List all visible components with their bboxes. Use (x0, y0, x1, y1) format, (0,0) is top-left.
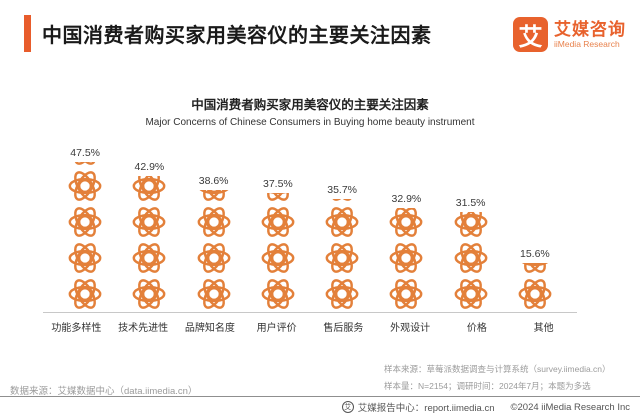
bar-column[interactable]: 15.6% (503, 134, 567, 312)
pictograph-bar (387, 208, 425, 312)
atom-flower-icon (331, 199, 354, 201)
atom-flower-icon (266, 193, 289, 201)
atom-flower-icon (132, 207, 166, 237)
pictograph-bar (195, 190, 233, 312)
atom-flower-icon (197, 207, 231, 237)
pictograph-bar (516, 263, 554, 312)
atom-flower-icon (261, 279, 295, 309)
atom-flower-icon (325, 279, 359, 309)
bar-value-label: 15.6% (519, 248, 550, 260)
copyright-text: ©2024 iiMedia Research Inc (510, 401, 630, 413)
accent-bar (24, 15, 31, 52)
atom-flower-icon (68, 279, 102, 309)
category-label: 外观设计 (390, 323, 431, 334)
atom-flower-icon (132, 279, 166, 309)
logo-name-cn: 艾媒咨询 (554, 20, 626, 39)
footer-divider (0, 396, 640, 397)
bar-column[interactable]: 32.9% (374, 134, 438, 312)
bar-column[interactable]: 42.9% (117, 134, 181, 312)
atom-flower-icon (68, 171, 102, 201)
bar-value-label: 32.9% (391, 193, 422, 205)
atom-flower-icon (454, 212, 488, 237)
atom-flower-icon (389, 279, 423, 309)
logo-name-en: iiMedia Research (554, 39, 620, 49)
atom-flower-icon (199, 190, 229, 201)
chart-title: 中国消费者购买家用美容仪的主要关注因素 (191, 98, 429, 112)
pictograph-bar (66, 162, 104, 312)
bar-value-label: 47.5% (70, 147, 101, 159)
bar-value-label: 38.6% (198, 175, 229, 187)
atom-flower-icon (68, 207, 102, 237)
bar-column[interactable]: 31.5% (439, 134, 503, 312)
atom-flower-icon (454, 243, 488, 273)
category-row: 功能多样性 技术先进性 品牌知名度 用户评价 售后服务 外观设计 价格 其他 (43, 312, 577, 334)
bar-value-label: 37.5% (262, 178, 293, 190)
category-label: 用户评价 (256, 323, 297, 334)
sample-info-note: 样本量：N=2154；调研时间：2024年7月；本题为多选 (384, 381, 591, 391)
atom-flower-icon (454, 279, 488, 309)
category-label: 功能多样性 (51, 323, 102, 334)
atom-flower-icon (197, 243, 231, 273)
sample-notes: 样本来源：草莓派数据调查与计算系统（survey.iimedia.cn） 样本量… (384, 361, 611, 395)
bar-column[interactable]: 35.7% (310, 134, 374, 312)
bar-column[interactable]: 38.6% (182, 134, 246, 312)
category-label: 其他 (533, 323, 554, 334)
bar-value-label: 35.7% (327, 184, 358, 196)
bar-column[interactable]: 47.5% (53, 134, 117, 312)
bar-value-label: 31.5% (455, 197, 486, 209)
bar-value-label: 42.9% (134, 161, 165, 173)
report-center-icon: 艾 (341, 401, 354, 413)
pictograph-bar (323, 199, 361, 312)
atom-flower-icon (389, 243, 423, 273)
page-title: 中国消费者购买家用美容仪的主要关注因素 (42, 25, 432, 47)
iimedia-logo-icon: 艾 (513, 17, 548, 52)
footer-bar: 艾 艾媒报告中心：report.iimedia.cn ©2024 iiMedia… (341, 400, 630, 414)
sample-source-note: 样本来源：草莓派数据调查与计算系统（survey.iimedia.cn） (384, 364, 611, 374)
atom-flower-icon (132, 176, 166, 201)
pictograph-bar (452, 212, 490, 312)
category-label: 价格 (466, 323, 487, 334)
category-label: 售后服务 (323, 323, 364, 334)
atom-flower-icon (74, 162, 97, 165)
atom-flower-icon (325, 207, 359, 237)
logo-text: 艾媒咨询 iiMedia Research (554, 20, 626, 49)
atom-flower-icon (261, 243, 295, 273)
plot: 47.5% 42.9% 38.6% 37.5% 35.7% 32.9% 31.5% 15.6% (53, 134, 567, 312)
category-label: 品牌知名度 (184, 323, 235, 334)
atom-flower-icon (261, 207, 295, 237)
atom-flower-icon (518, 279, 552, 309)
chart-subtitle: Major Concerns of Chinese Consumers in B… (145, 117, 475, 128)
report-center-link[interactable]: 艾媒报告中心：report.iimedia.cn (357, 403, 495, 414)
atom-flower-icon (197, 279, 231, 309)
atom-flower-icon (68, 243, 102, 273)
atom-flower-icon (325, 243, 359, 273)
header: 中国消费者购买家用美容仪的主要关注因素 (24, 15, 432, 52)
iimedia-logo: 艾 艾媒咨询 iiMedia Research (513, 17, 626, 52)
pictograph-bar (259, 193, 297, 312)
atom-flower-icon (132, 243, 166, 273)
data-source-note: 数据来源：艾媒数据中心（data.iimedia.cn） (10, 386, 198, 397)
atom-flower-icon (389, 208, 423, 237)
category-label: 技术先进性 (118, 323, 169, 334)
pictograph-bar (130, 176, 168, 312)
chart: 中国消费者购买家用美容仪的主要关注因素 Major Concerns of Ch… (43, 94, 577, 334)
bar-column[interactable]: 37.5% (246, 134, 310, 312)
atom-flower-icon (521, 263, 549, 273)
